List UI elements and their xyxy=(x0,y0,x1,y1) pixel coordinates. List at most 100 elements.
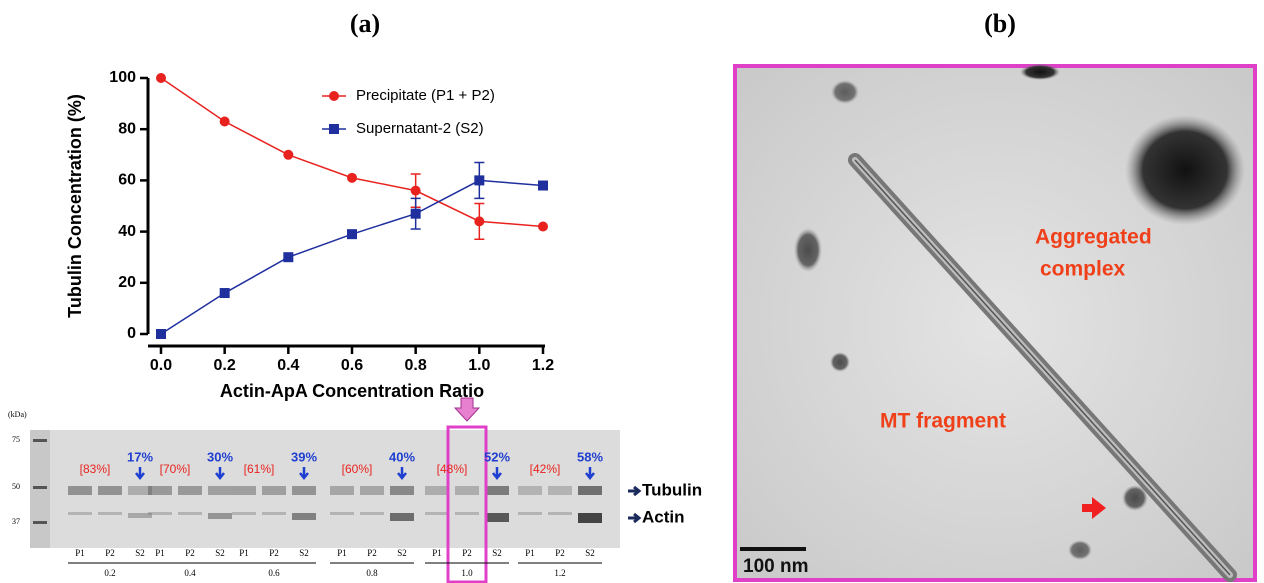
data-point xyxy=(283,150,293,160)
lane-label: P1 xyxy=(432,548,442,558)
lane-label: S2 xyxy=(215,548,225,558)
marker-label: 50 xyxy=(12,482,20,491)
data-point xyxy=(411,209,421,219)
precipitate-label: [70%] xyxy=(160,462,191,476)
panel-label: (b) xyxy=(984,9,1016,38)
lane-label: P2 xyxy=(367,548,377,558)
data-point xyxy=(538,181,548,191)
band-label: Tubulin xyxy=(642,480,702,499)
data-point xyxy=(538,221,548,231)
lane-label: S2 xyxy=(299,548,309,558)
data-point xyxy=(347,173,357,183)
lane-label: P2 xyxy=(462,548,472,558)
lane-label: P1 xyxy=(75,548,85,558)
x-axis-title: Actin-ApA Concentration Ratio xyxy=(220,381,484,401)
precipitate-label: [83%] xyxy=(80,462,111,476)
group-label: 1.0 xyxy=(461,568,473,578)
supernatant-label: 17% xyxy=(127,449,153,464)
gel-band xyxy=(578,486,602,495)
gel-band xyxy=(455,486,479,495)
x-tick-label: 0.4 xyxy=(277,357,299,374)
y-tick-label: 60 xyxy=(118,172,136,189)
data-point xyxy=(474,175,484,185)
lane-label: P2 xyxy=(555,548,565,558)
lane-label: P1 xyxy=(525,548,535,558)
precipitate-label: [61%] xyxy=(244,462,275,476)
lane-label: P2 xyxy=(269,548,279,558)
gel-band xyxy=(178,486,202,495)
data-point xyxy=(474,216,484,226)
supernatant-label: 52% xyxy=(484,449,510,464)
lane-label: S2 xyxy=(492,548,502,558)
y-tick-label: 0 xyxy=(127,325,136,342)
gel-band xyxy=(178,512,202,515)
gel-band xyxy=(578,513,602,523)
precipitate-label: [60%] xyxy=(342,462,373,476)
x-tick-label: 0.6 xyxy=(341,357,363,374)
lane-label: P1 xyxy=(155,548,165,558)
marker-label: 37 xyxy=(12,517,20,526)
particle xyxy=(1068,540,1092,560)
lane-label: P2 xyxy=(185,548,195,558)
legend-label: Supernatant-2 (S2) xyxy=(356,120,484,137)
y-axis-title: Tubulin Concentration (%) xyxy=(65,94,85,318)
gel-band xyxy=(485,513,509,522)
x-tick-label: 1.0 xyxy=(468,357,490,374)
gel-band xyxy=(518,512,542,515)
gel-band xyxy=(292,513,316,520)
particle xyxy=(831,80,859,104)
aggregate xyxy=(1020,64,1060,80)
lane-label: P1 xyxy=(239,548,249,558)
gel-band xyxy=(148,512,172,515)
group-label: 0.8 xyxy=(366,568,378,578)
gel-band xyxy=(390,513,414,521)
particle xyxy=(830,352,850,372)
gel-band xyxy=(98,486,122,495)
marker-label: 75 xyxy=(12,435,20,444)
scale-bar xyxy=(740,547,806,551)
ladder-band xyxy=(33,486,47,489)
line-chart: Tubulin Concentration (%) Actin-ApA Conc… xyxy=(65,69,554,401)
series-line xyxy=(161,180,543,334)
legend-marker xyxy=(329,124,339,134)
group-label: 0.4 xyxy=(184,568,196,578)
y-tick-label: 20 xyxy=(118,274,136,291)
group-label: 1.2 xyxy=(554,568,565,578)
panel-label: (a) xyxy=(350,9,380,38)
annotation: MT fragment xyxy=(880,410,1006,433)
gel-band xyxy=(68,512,92,515)
gel-band xyxy=(425,512,449,515)
gel-band xyxy=(208,486,232,495)
gel-band xyxy=(148,486,172,495)
scale-label: 100 nm xyxy=(743,556,808,577)
band-arrow xyxy=(628,487,639,522)
precipitate-label: [48%] xyxy=(437,462,468,476)
data-point xyxy=(220,117,230,127)
gel-band xyxy=(98,512,122,515)
lane-label: P2 xyxy=(105,548,115,558)
aggregate xyxy=(1125,115,1245,225)
ladder-band xyxy=(33,521,47,524)
gel-band xyxy=(360,512,384,515)
gel-unit: (kDa) xyxy=(8,410,27,419)
gel-band xyxy=(548,512,572,515)
supernatant-label: 40% xyxy=(389,449,415,464)
micrograph: Aggregated complex MT fragment 100 nm xyxy=(735,64,1255,580)
group-label: 0.6 xyxy=(268,568,280,578)
gel-band xyxy=(262,512,286,515)
lane-label: P1 xyxy=(337,548,347,558)
x-tick-label: 1.2 xyxy=(532,357,554,374)
gel-band xyxy=(330,486,354,495)
x-tick-label: 0.8 xyxy=(405,357,427,374)
data-point xyxy=(220,288,230,298)
gel-band xyxy=(232,486,256,495)
gel-band xyxy=(330,512,354,515)
gel-band xyxy=(68,486,92,495)
gel-image: (kDa) 75 50 37 Tubulin Actin P1P2S20.2[8… xyxy=(8,398,702,582)
annotation: complex xyxy=(1040,258,1126,281)
band-label: Actin xyxy=(642,507,685,526)
y-tick-label: 80 xyxy=(118,120,136,137)
gel-band xyxy=(518,486,542,495)
y-tick-label: 40 xyxy=(118,223,136,240)
gel-band xyxy=(232,512,256,515)
